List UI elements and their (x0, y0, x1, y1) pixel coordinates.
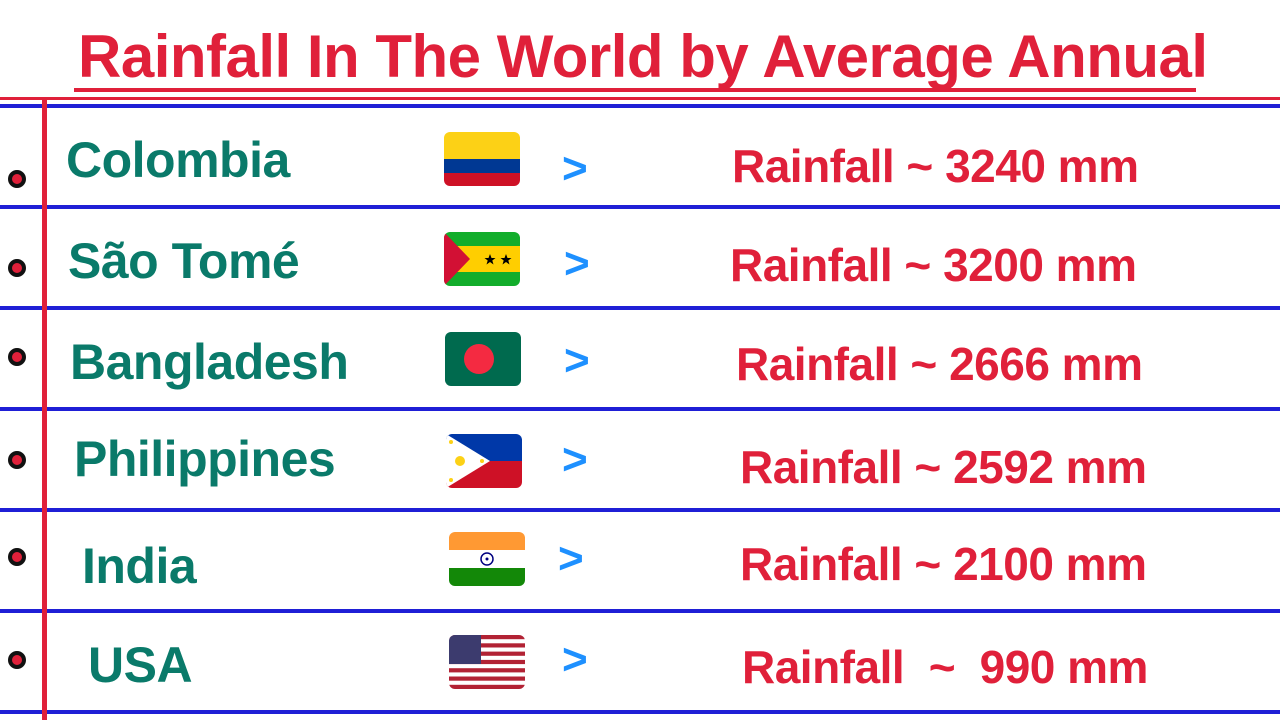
sao-tome-flag-icon (444, 232, 520, 286)
bullet-icon (8, 548, 26, 566)
top-rule-line (0, 97, 1280, 100)
arrow-icon: > (558, 534, 584, 583)
rule-line (0, 407, 1280, 411)
list-item: Colombia > Rainfall ~ 3240 mm (0, 106, 1280, 206)
list-item: São Tomé > Rainfall ~ 3200 mm (0, 207, 1280, 307)
arrow-icon: > (562, 144, 588, 193)
rainfall-value: Rainfall ~ 2100 mm (740, 538, 1147, 590)
title-underline (74, 88, 1196, 92)
margin-line (42, 97, 47, 720)
country-name: Philippines (74, 431, 336, 487)
india-flag-icon (449, 532, 525, 586)
country-name: Bangladesh (70, 334, 349, 390)
bullet-icon (8, 451, 26, 469)
country-name: USA (88, 637, 193, 693)
list-item: Philippines > Rainfall ~ 2592 mm (0, 409, 1280, 509)
bullet-icon (8, 259, 26, 277)
rainfall-value: Rainfall ~ 3240 mm (732, 140, 1139, 192)
list-item: India > Rainfall ~ 2100 mm (0, 510, 1280, 610)
rule-line (0, 508, 1280, 512)
rainfall-value: Rainfall ~ 2592 mm (740, 441, 1147, 493)
country-name: São Tomé (68, 233, 300, 289)
rainfall-value: Rainfall ~ 990 mm (742, 641, 1148, 693)
arrow-icon: > (562, 635, 588, 684)
rule-line (0, 609, 1280, 613)
country-name: India (82, 538, 197, 594)
bullet-icon (8, 651, 26, 669)
rule-line (0, 104, 1280, 108)
colombia-flag-icon (444, 132, 520, 186)
rule-line (0, 306, 1280, 310)
arrow-icon: > (564, 239, 590, 288)
arrow-icon: > (564, 336, 590, 385)
arrow-icon: > (562, 435, 588, 484)
rainfall-value: Rainfall ~ 2666 mm (736, 338, 1143, 390)
bullet-icon (8, 170, 26, 188)
country-name: Colombia (66, 132, 290, 188)
rule-line (0, 710, 1280, 714)
rainfall-value: Rainfall ~ 3200 mm (730, 239, 1137, 291)
bangladesh-flag-icon (445, 332, 521, 386)
usa-flag-icon (449, 635, 525, 689)
bullet-icon (8, 348, 26, 366)
philippines-flag-icon (446, 434, 522, 488)
list-item: USA > Rainfall ~ 990 mm (0, 611, 1280, 711)
list-item: Bangladesh > Rainfall ~ 2666 mm (0, 308, 1280, 408)
rule-line (0, 205, 1280, 209)
page-title: Rainfall In The World by Average Annual (78, 23, 1208, 90)
